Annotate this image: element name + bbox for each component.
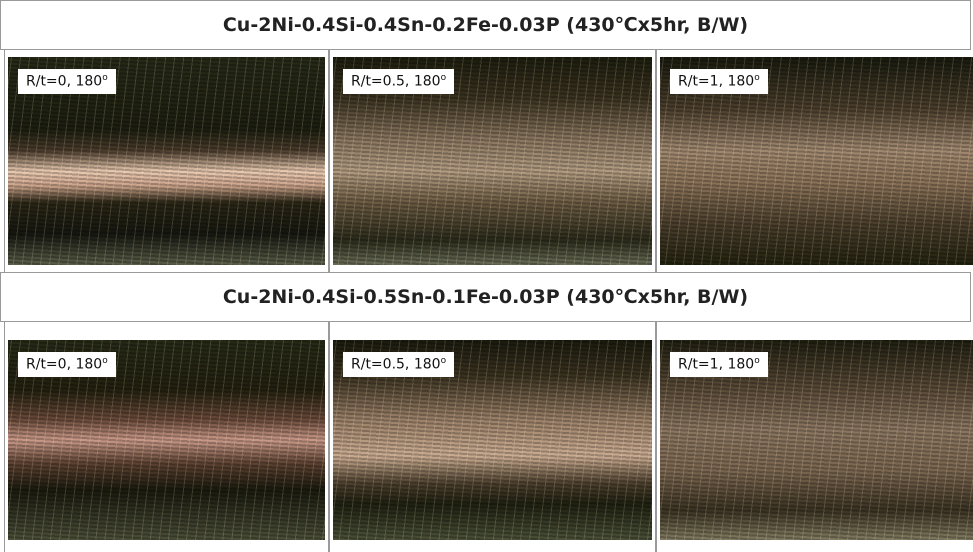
label-text: R/t=0, 180 xyxy=(26,74,102,90)
panel-label: R/t=0, 180o xyxy=(18,352,116,377)
panel-label: R/t=0.5, 180o xyxy=(343,69,454,94)
label-degree: o xyxy=(754,73,760,83)
panel-label: R/t=0, 180o xyxy=(18,69,116,94)
panel-label: R/t=0.5, 180o xyxy=(343,352,454,377)
row-title: Cu-2Ni-0.4Si-0.5Sn-0.1Fe-0.03P (430℃x5hr… xyxy=(0,272,971,322)
panel-label: R/t=1, 180o xyxy=(670,69,768,94)
label-degree: o xyxy=(441,356,447,366)
micrograph: R/t=0.5, 180o xyxy=(333,57,652,265)
label-degree: o xyxy=(441,73,447,83)
row-title: Cu-2Ni-0.4Si-0.4Sn-0.2Fe-0.03P (430℃x5hr… xyxy=(0,0,971,50)
label-text: R/t=0.5, 180 xyxy=(351,74,441,90)
label-text: R/t=0, 180 xyxy=(26,357,102,373)
label-degree: o xyxy=(102,356,108,366)
label-text: R/t=1, 180 xyxy=(678,357,754,373)
label-degree: o xyxy=(754,356,760,366)
label-degree: o xyxy=(102,73,108,83)
micrograph: R/t=0, 180o xyxy=(8,57,325,265)
micrograph: R/t=0, 180o xyxy=(8,340,325,540)
panel-label: R/t=1, 180o xyxy=(670,352,768,377)
label-text: R/t=1, 180 xyxy=(678,74,754,90)
label-text: R/t=0.5, 180 xyxy=(351,357,441,373)
micrograph: R/t=0.5, 180o xyxy=(333,340,652,540)
micrograph: R/t=1, 180o xyxy=(660,340,973,540)
micrograph: R/t=1, 180o xyxy=(660,57,973,265)
figure: Cu-2Ni-0.4Si-0.4Sn-0.2Fe-0.03P (430℃x5hr… xyxy=(0,0,973,552)
